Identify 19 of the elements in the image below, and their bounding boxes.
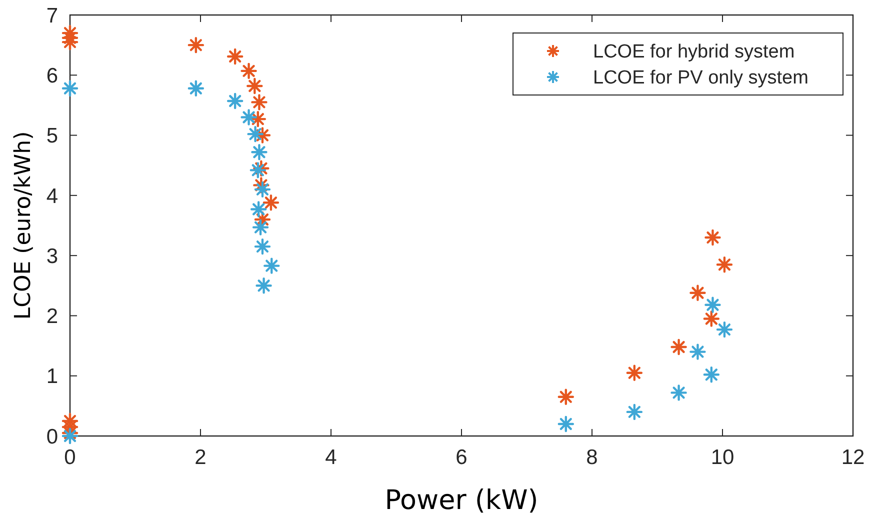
y-tick-label: 6: [46, 64, 58, 88]
x-tick-label: 2: [194, 446, 206, 469]
x-tick-label: 4: [325, 446, 338, 469]
y-tick-label: 4: [46, 184, 58, 208]
x-tick-label: 0: [64, 446, 76, 469]
legend-label: LCOE for PV only system: [593, 68, 808, 89]
x-tick-label: 10: [710, 446, 734, 469]
y-tick-label: 5: [46, 124, 58, 148]
x-tick-label: 6: [456, 446, 468, 469]
y-tick-label: 1: [46, 365, 58, 388]
y-axis-title: LCOE (euro/kWh): [11, 131, 36, 320]
legend-label: LCOE for hybrid system: [593, 42, 795, 63]
x-tick-label: 8: [586, 446, 598, 469]
y-tick-label: 3: [46, 244, 58, 268]
y-tick-label: 0: [46, 425, 58, 448]
x-tick-label: 12: [841, 446, 865, 469]
y-tick-label: 7: [46, 4, 58, 28]
y-tick-label: 2: [46, 305, 58, 328]
x-axis-title: Power (kW): [384, 485, 538, 516]
